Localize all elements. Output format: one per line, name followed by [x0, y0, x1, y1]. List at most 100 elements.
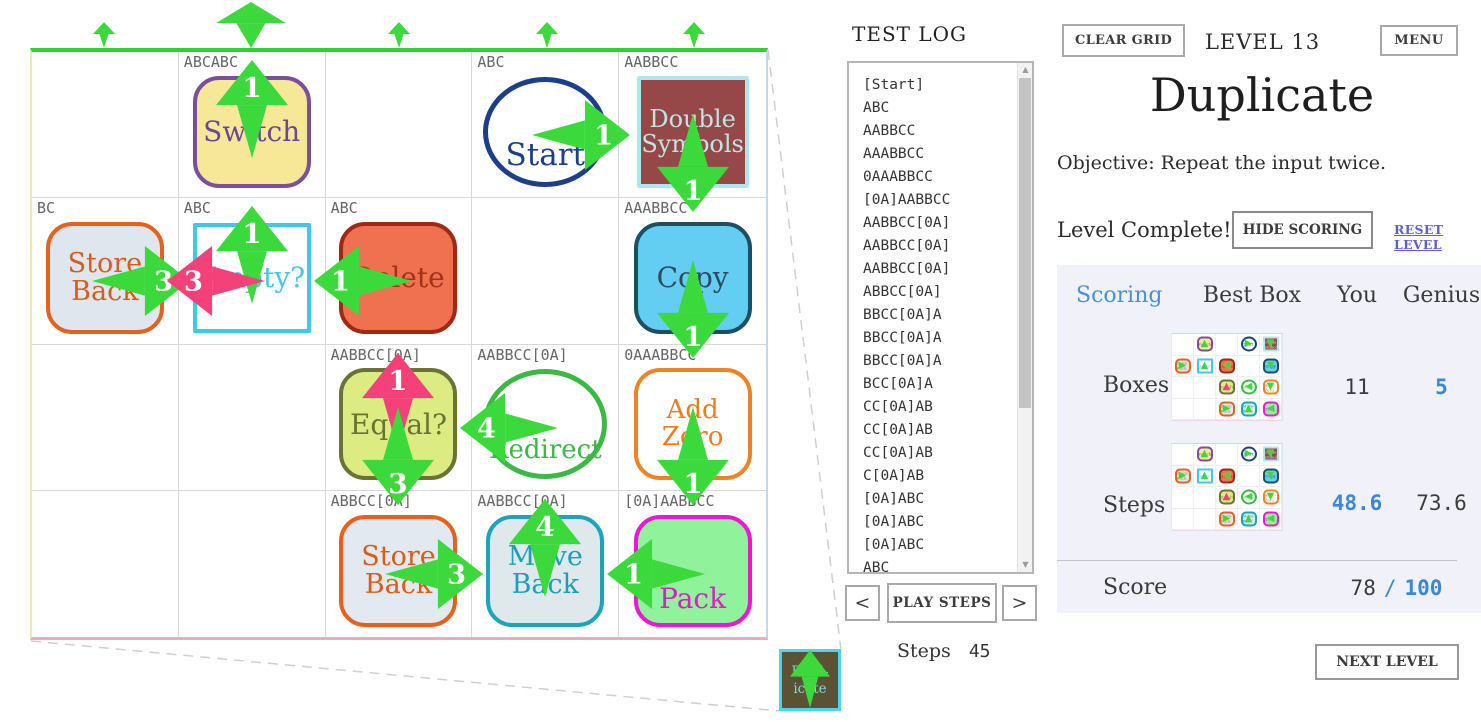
grid-cell[interactable] — [179, 490, 326, 637]
level-label: LEVEL 13 — [1204, 30, 1321, 54]
grid-cell[interactable]: ABCDelete1 — [313, 198, 473, 345]
next-level-button[interactable]: NEXT LEVEL — [1315, 644, 1459, 680]
svg-text:1: 1 — [683, 321, 702, 354]
down-arrow-icon[interactable]: 1 — [656, 260, 729, 359]
grid-cell[interactable]: AABBCC[0A] Redirect 4 — [460, 344, 620, 491]
boxes-row-label: Boxes — [1103, 373, 1170, 398]
down-arrow-icon[interactable]: 1 — [656, 114, 729, 212]
test-log-title: TEST LOG — [852, 22, 967, 46]
next-step-button[interactable]: > — [1002, 585, 1037, 621]
scrollbar-down-icon[interactable]: ▼ — [1022, 560, 1029, 569]
grid-cell[interactable] — [325, 52, 473, 199]
left-arrow-icon: ◀ — [1222, 469, 1231, 481]
grid-cell[interactable]: AABBCC[0A]MoveBack4 — [472, 490, 620, 637]
play-steps-button[interactable]: PLAY STEPS — [887, 583, 997, 623]
thumbnail-cell: Store Back ▶ — [1172, 465, 1194, 487]
program-grid[interactable]: ABCABCSwitch1 ABCStart1AABBCCDoubleSymbol… — [30, 48, 768, 640]
test-log-entry: BBCC[0A]A — [863, 330, 942, 346]
thumbnail-box: Empty? — [1196, 468, 1213, 484]
reset-level-link[interactable]: RESET LEVEL — [1394, 222, 1444, 252]
flow-arrow-icon — [535, 22, 558, 52]
right-arrow-icon[interactable]: 3 — [385, 538, 484, 609]
grid-cell[interactable] — [32, 52, 179, 199]
up-arrow-icon: ▲ — [1244, 402, 1253, 414]
thumbnail-box: Redirect — [1240, 489, 1257, 505]
up-arrow-icon: ▲ — [1222, 491, 1231, 503]
right-arrow-icon: ▶ — [1244, 338, 1253, 350]
grid-cell[interactable]: [0A]AABBCC Pack 1 — [607, 491, 766, 637]
grid-cell[interactable]: BC Store Back 3 — [32, 198, 190, 345]
thumbnail-cell — [1194, 398, 1216, 420]
hide-scoring-button[interactable]: HIDE SCORING — [1232, 211, 1373, 249]
boxes-you-value: 11 — [1344, 375, 1370, 399]
down-arrow-icon[interactable]: 3 — [362, 406, 435, 505]
thumbnail-box: Switch — [1196, 336, 1213, 352]
grid-cell[interactable]: AABBCC[0A]Equal?13 — [325, 344, 473, 505]
grid-cell[interactable]: AABBCCDoubleSymbols1 — [619, 52, 766, 212]
right-arrow-icon[interactable]: 1 — [532, 100, 631, 170]
test-log-panel: [Start] ABC AABBCC AAABBCC 0AAABBCC [0A]AABBC… — [847, 61, 1034, 574]
grid-cell[interactable]: ABBCC[0A] Store Back 3 — [326, 490, 484, 637]
up-arrow-icon: ▲ — [1200, 338, 1209, 350]
thumbnail-box: Move Back — [1240, 511, 1257, 527]
test-log-entry: AABBCC — [863, 123, 916, 139]
left-arrow-icon: ◀ — [1222, 359, 1231, 371]
left-arrow-icon[interactable]: 1 — [313, 246, 412, 317]
grid-cell[interactable] — [32, 490, 179, 637]
objective-text: Objective: Repeat the input twice. — [1057, 152, 1387, 174]
grid-cell[interactable]: ABC Start 1 — [472, 52, 631, 199]
prev-step-button[interactable]: < — [845, 585, 880, 621]
thumbnail-cell: Move Back ▲ — [1238, 398, 1260, 420]
grid-cell[interactable]: ABCEmpty?13 — [166, 198, 326, 345]
thumbnail-box: Delete — [1218, 358, 1235, 374]
thumbnail-box: Redirect — [1240, 379, 1257, 395]
cell-io-label: AABBCC[0A] — [477, 345, 568, 364]
grid-cell[interactable] — [178, 344, 326, 491]
cell-io-label: ABC — [477, 53, 505, 71]
score-values: 78 / 100 — [1312, 576, 1481, 600]
down-arrow-icon[interactable]: 1 — [656, 406, 729, 505]
test-log-entry: ABC — [863, 100, 890, 116]
grid-cell[interactable]: 0AAABBCCAdd Zero1 — [619, 345, 766, 505]
down-arrow-icon: ▼ — [1266, 491, 1275, 503]
test-log-entry: [0A]ABC — [863, 537, 925, 553]
left-arrow-icon[interactable]: 4 — [460, 392, 559, 463]
test-log-entry: BBCC[0A]A — [863, 353, 942, 369]
test-log-entry: CC[0A]AB — [863, 422, 933, 438]
thumbnail-box: Store Back — [1174, 358, 1191, 374]
scoring-table: Scoring Best Box You Genius Boxes Switch… — [1057, 265, 1481, 613]
left-arrow-icon[interactable]: 1 — [607, 538, 706, 609]
grid-cell[interactable] — [472, 198, 620, 345]
up-arrow-icon: ▲ — [1200, 448, 1209, 460]
test-log-entry: BCC[0A]A — [863, 376, 933, 392]
thumbnail-cell — [1216, 334, 1238, 356]
grid-cell[interactable]: AAABBCCCopy1 — [619, 198, 766, 359]
up-arrow-icon[interactable]: 1 — [215, 60, 288, 158]
svg-text:3: 3 — [389, 467, 408, 500]
clear-grid-button[interactable]: CLEAR GRID — [1062, 24, 1185, 57]
grid-cell[interactable]: ABCABCSwitch1 — [178, 52, 326, 199]
level-complete-text: Level Complete! — [1057, 218, 1232, 242]
menu-button[interactable]: MENU — [1380, 25, 1458, 56]
right-arrow-icon: ▶ — [1244, 448, 1253, 460]
scrollbar-track[interactable]: ▲ ▼ — [1017, 63, 1032, 572]
cell-io-label: AAABBCC — [624, 199, 688, 218]
thumbnail-box: Double Symbols — [1262, 446, 1279, 462]
thumbnail-cell: Empty? ▲ — [1194, 355, 1216, 377]
cell-io-label: BC — [37, 199, 56, 218]
scrollbar-up-icon[interactable]: ▲ — [1022, 65, 1029, 74]
left-arrow-icon: ◀ — [1266, 512, 1275, 524]
thumbnail-cell: Redirect ◀ — [1238, 487, 1260, 509]
genius-header: Genius — [1402, 283, 1481, 308]
thumbnail-box: Copy — [1262, 468, 1279, 484]
svg-text:1: 1 — [624, 559, 643, 591]
left-arrow-icon[interactable]: 3 — [166, 246, 265, 317]
grid-cell[interactable] — [32, 344, 179, 491]
flow-arrow-icon — [388, 22, 410, 52]
up-arrow-icon[interactable]: 4 — [509, 498, 582, 597]
scrollbar-thumb[interactable] — [1019, 78, 1031, 408]
left-arrow-icon: ◀ — [1244, 491, 1253, 503]
test-log-entry: [0A]ABC — [863, 514, 925, 530]
down-arrow-icon: ▼ — [1266, 469, 1275, 481]
